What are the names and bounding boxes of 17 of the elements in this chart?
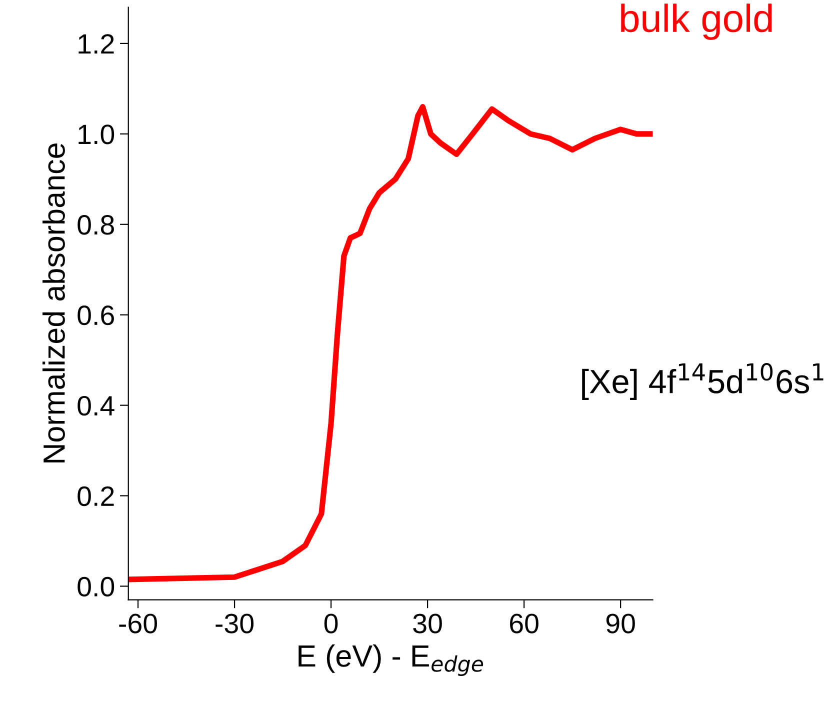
- y-tick-label: 0.4: [78, 396, 114, 416]
- x-tick-label: -60: [119, 614, 158, 634]
- y-tick-label: 1.0: [78, 124, 114, 144]
- annotation: [Xe] 4f$^{14}$5d$^{10}$6s$^{1}$: [582, 363, 824, 400]
- y-axis-title: Normalized absorbance: [42, 144, 65, 462]
- x-tick-label: 60: [510, 614, 538, 634]
- annotation: bulk gold: [621, 4, 772, 40]
- y-tick-label: 0.8: [78, 215, 114, 235]
- x-tick-label: -30: [216, 614, 254, 634]
- x-tick-label: 90: [606, 614, 635, 634]
- y-tick-label: 1.2: [78, 34, 114, 54]
- x-axis-title: E (eV) - E$_{edge}$: [298, 644, 484, 676]
- y-tick-label: 0.6: [78, 306, 114, 326]
- x-tick-label: 30: [413, 614, 442, 634]
- y-tick-label: 0.2: [78, 486, 114, 506]
- y-tick-label: 0.0: [78, 576, 114, 597]
- x-tick-label: 0: [324, 614, 338, 634]
